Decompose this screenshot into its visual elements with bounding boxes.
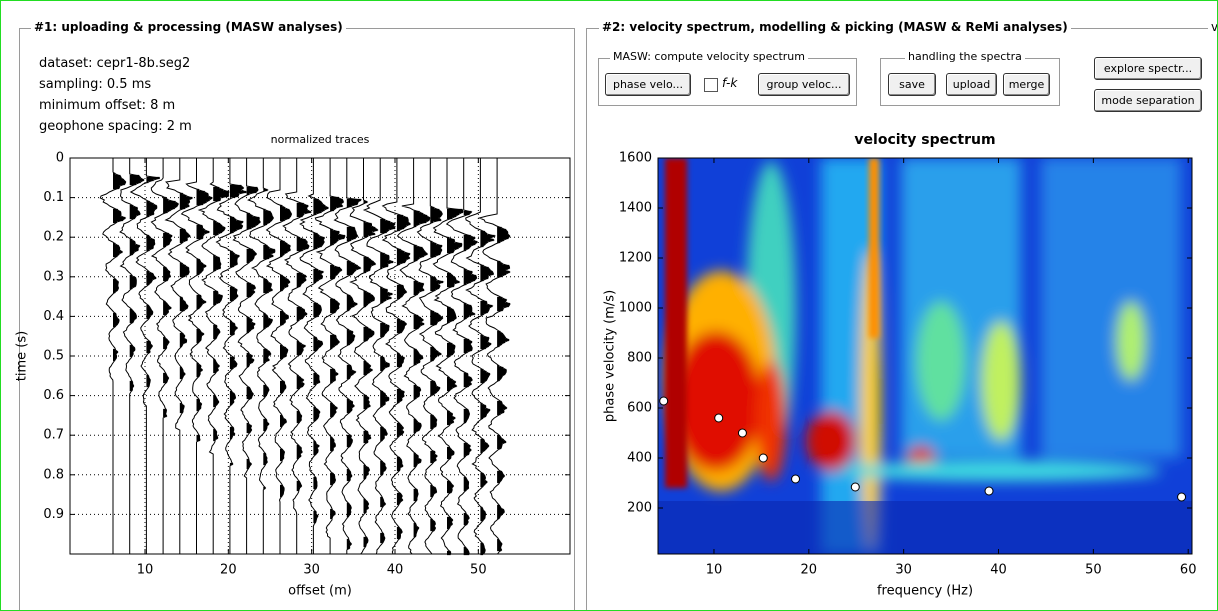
- y-tick-label: 0.3: [43, 269, 64, 284]
- panel-title: #2: velocity spectrum, modelling & picki…: [599, 20, 1071, 34]
- y-tick-label: 0.4: [43, 309, 64, 324]
- trace: [465, 158, 497, 555]
- panel-title: #1: uploading & processing (MASW analyse…: [31, 20, 346, 34]
- trace-fill: [396, 214, 411, 540]
- trace-fill: [497, 226, 510, 552]
- y-tick-label: 1600: [619, 151, 652, 166]
- info-line: geophone spacing: 2 m: [39, 119, 192, 134]
- x-tick-label: 30: [895, 563, 912, 578]
- x-axis-label: offset (m): [288, 584, 352, 599]
- trace-fill: [163, 196, 179, 418]
- y-tick-label: 600: [627, 401, 652, 416]
- trace: [314, 158, 346, 554]
- plot-frame: [69, 157, 571, 555]
- pick-point: [714, 413, 724, 423]
- chart-title: normalized traces: [271, 133, 370, 146]
- trace-fill: [146, 176, 160, 388]
- y-tick-label: 0.2: [43, 230, 64, 245]
- button[interactable]: phase velo...: [605, 73, 691, 96]
- trace-fill: [330, 196, 345, 520]
- trace-fill: [413, 210, 430, 538]
- y-tick-label: 0.5: [43, 349, 64, 364]
- pick-point: [791, 474, 801, 484]
- trace: [150, 158, 179, 554]
- checkbox-label: f-k: [722, 76, 738, 90]
- y-tick-label: 0.8: [43, 467, 64, 482]
- pick-point: [737, 428, 747, 438]
- trace-fill: [463, 210, 478, 556]
- trace: [180, 158, 214, 554]
- group-title: MASW: compute velocity spectrum: [610, 50, 808, 63]
- button[interactable]: group veloc...: [758, 73, 850, 96]
- pick-point: [850, 482, 860, 492]
- heatmap: [658, 158, 1192, 554]
- y-tick-label: 0.7: [43, 428, 64, 443]
- trace-fill: [263, 188, 275, 490]
- y-tick-label: 200: [627, 501, 652, 516]
- trace-fill: [113, 172, 126, 362]
- chart-title: velocity spectrum: [854, 132, 995, 148]
- trace-fill: [363, 200, 378, 548]
- x-tick-label: 40: [387, 563, 404, 578]
- y-tick-label: 0.6: [43, 388, 64, 403]
- button[interactable]: upload: [946, 73, 997, 96]
- pick-point: [659, 396, 669, 406]
- trace-fill: [430, 206, 443, 532]
- y-tick-label: 1200: [619, 251, 652, 266]
- trace-fill: [296, 202, 311, 492]
- trace-fill: [229, 184, 247, 466]
- trace-fill: [313, 198, 329, 524]
- x-tick-label: 10: [137, 563, 154, 578]
- button[interactable]: merge: [1003, 73, 1050, 96]
- y-axis-label: phase velocity (m/s): [603, 290, 618, 422]
- y-tick-label: 400: [627, 451, 652, 466]
- group-title: handling the spectra: [905, 50, 1025, 63]
- trace-fill: [480, 230, 495, 556]
- x-tick-label: 60: [1180, 563, 1197, 578]
- checkbox[interactable]: [704, 78, 718, 92]
- info-line: minimum offset: 8 m: [39, 98, 176, 113]
- y-tick-label: 1000: [619, 301, 652, 316]
- y-tick-label: 0.1: [43, 190, 64, 205]
- trace-fill: [246, 186, 261, 470]
- pick-point: [758, 453, 768, 463]
- button[interactable]: save: [888, 73, 936, 96]
- x-tick-label: 50: [470, 563, 487, 578]
- trace-fill: [380, 218, 395, 544]
- pick-point: [1177, 492, 1187, 502]
- button[interactable]: explore spectr...: [1094, 57, 1202, 80]
- y-tick-label: 800: [627, 351, 652, 366]
- trace-fill: [213, 186, 229, 442]
- trace-fill: [196, 188, 213, 442]
- y-tick-label: 0.9: [43, 507, 64, 522]
- pick-point: [984, 486, 994, 496]
- y-tick-label: 0: [56, 151, 64, 166]
- trace-fill: [447, 208, 463, 556]
- panel-title: v: [1208, 20, 1217, 34]
- y-axis-label: time (s): [15, 331, 30, 381]
- trace: [129, 158, 160, 554]
- x-tick-label: 40: [990, 563, 1007, 578]
- y-tick-label: 1400: [619, 201, 652, 216]
- trace-fill: [346, 198, 361, 550]
- x-tick-label: 20: [801, 563, 818, 578]
- trace: [164, 158, 194, 554]
- trace: [477, 158, 511, 555]
- trace-fill: [129, 174, 144, 392]
- x-axis-label: frequency (Hz): [877, 584, 973, 599]
- button[interactable]: mode separation: [1094, 89, 1202, 112]
- trace-fill: [179, 192, 193, 414]
- trace-fill: [280, 204, 292, 498]
- x-tick-label: 20: [220, 563, 237, 578]
- info-line: sampling: 0.5 ms: [39, 77, 152, 92]
- trace: [333, 158, 363, 554]
- info-line: dataset: cepr1-8b.seg2: [39, 56, 191, 71]
- x-tick-label: 10: [706, 563, 723, 578]
- x-tick-label: 30: [303, 563, 320, 578]
- x-tick-label: 50: [1085, 563, 1102, 578]
- plot-frame: [657, 157, 1193, 555]
